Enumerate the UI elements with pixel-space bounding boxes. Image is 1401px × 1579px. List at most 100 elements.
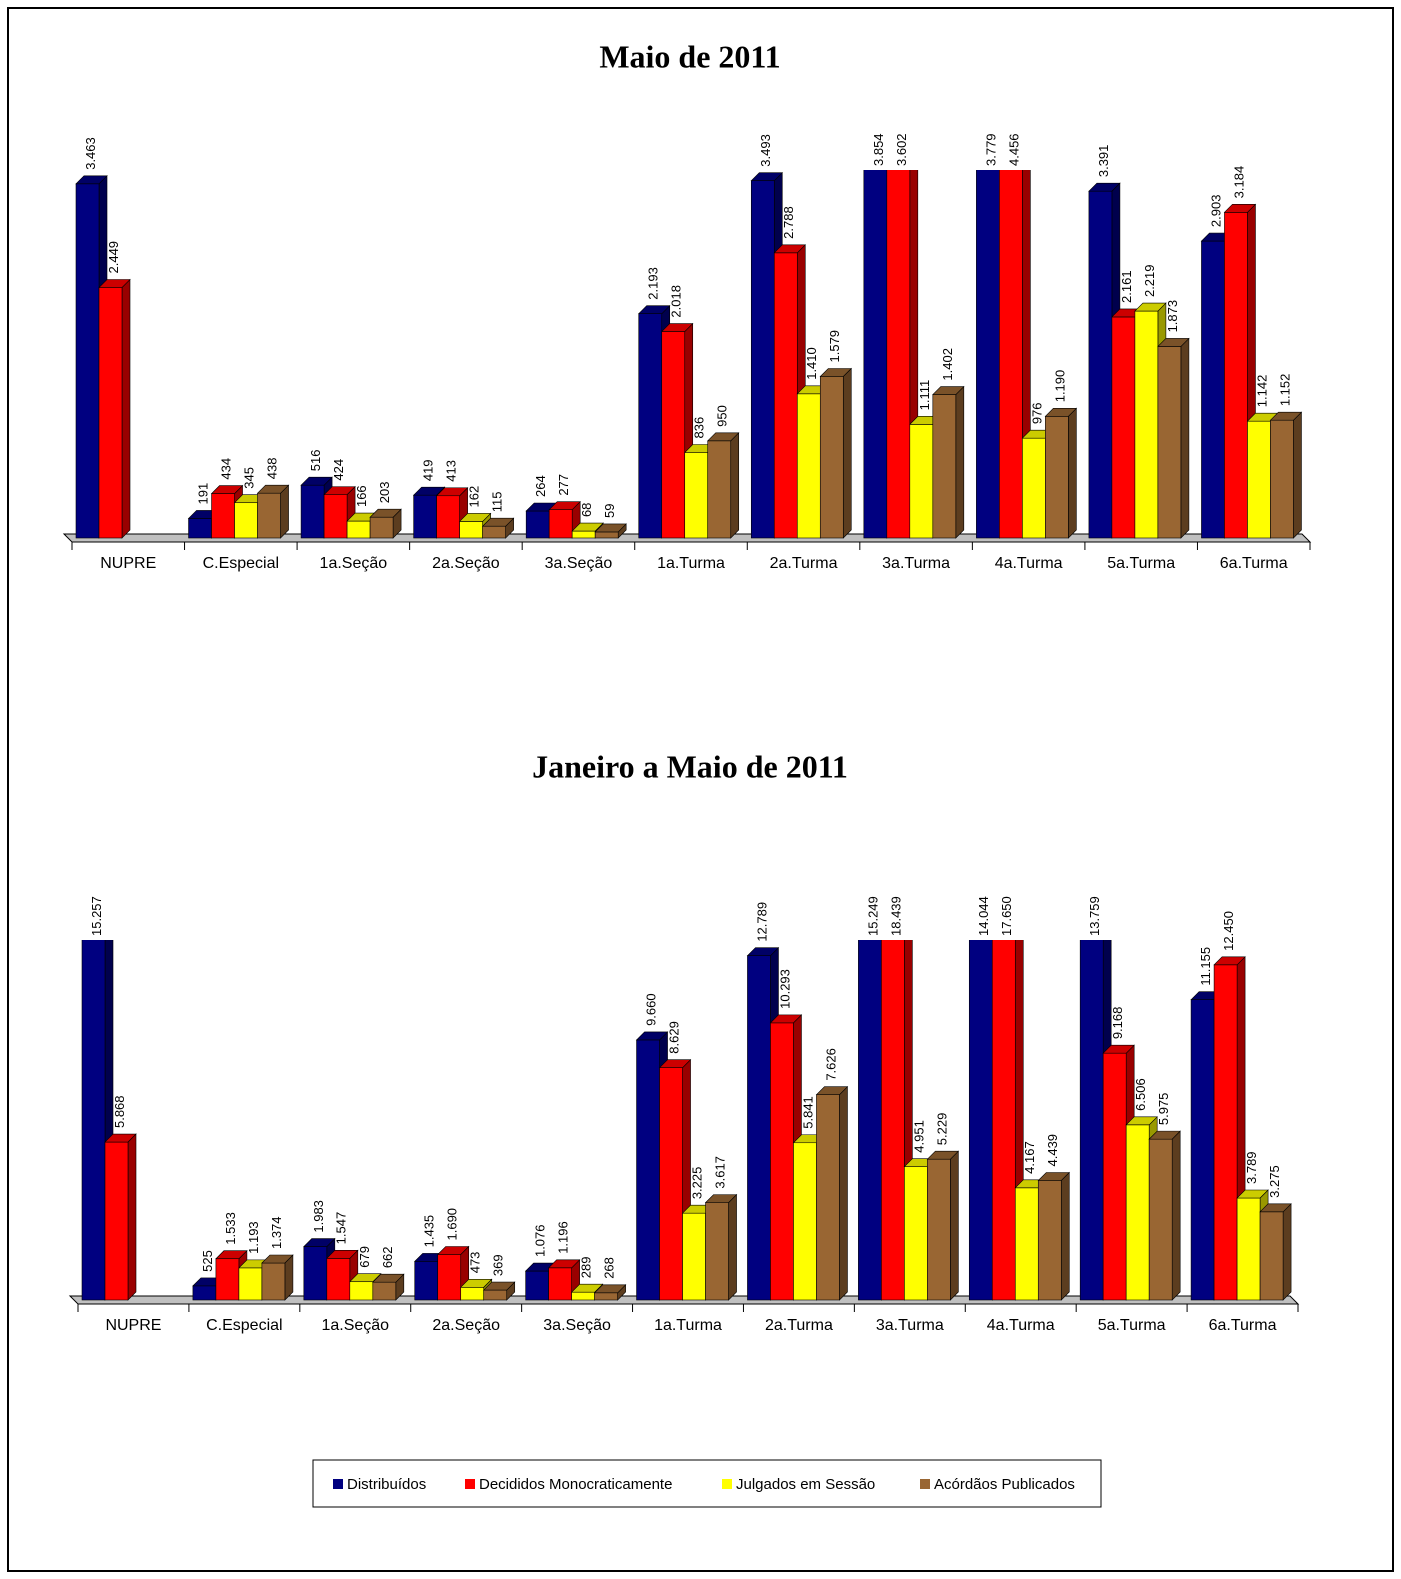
bar-top [746,947,780,956]
bar [1037,1180,1062,1301]
value-label: 3.789 [1244,1151,1259,1184]
value-label: 419 [421,459,436,481]
value-label: 13.759 [1087,896,1102,936]
value-label: 68 [579,503,594,517]
value-label: 3.463 [83,137,98,170]
bar [192,1285,217,1301]
bar [548,1267,572,1301]
value-label: 15.249 [865,896,880,936]
bar [927,1158,951,1301]
bar [346,520,371,539]
bar [238,1267,263,1301]
bar-top [303,1238,336,1247]
bar-side [280,484,289,539]
bar-top [300,476,333,486]
bar-top [593,1284,627,1294]
value-label: 115 [490,492,505,513]
bar-top [349,1273,382,1283]
value-label: 1.193 [246,1221,261,1254]
value-label: 3.779 [983,133,998,166]
bar [483,1289,508,1301]
value-label: 9.660 [643,993,658,1026]
bar [303,1246,328,1301]
value-label: 1.152 [1277,374,1292,407]
value-label: 950 [715,405,730,427]
value-label: 516 [308,450,323,472]
bar [1157,346,1182,539]
bars [81,940,1292,1301]
bar [793,1142,817,1301]
value-label: 369 [491,1254,506,1276]
value-label: 166 [354,485,369,507]
value-label: 4.456 [1006,133,1021,166]
bar-top [412,486,446,496]
bar-top [481,517,515,527]
bar-top [661,323,694,332]
bar [819,376,844,539]
bar [1201,240,1225,539]
value-label: 1.533 [223,1212,238,1245]
bar-top [658,1059,692,1068]
bar-side [1068,407,1077,539]
bar [300,484,325,539]
bar-side [955,385,965,539]
value-label: 1.111 [917,380,932,411]
bar [234,502,258,539]
bar [932,394,957,539]
bar [1236,1197,1261,1301]
value-label: 2.449 [106,241,121,274]
chart-title: Janeiro a Maio de 2011 [532,748,848,784]
bar-top [1213,956,1246,966]
x-tick-label: 4a.Turma [987,1317,1055,1334]
bar [594,531,619,539]
legend-swatch [920,1479,930,1489]
bar [414,1261,439,1301]
bar [323,494,348,539]
value-label: 15.257 [89,896,104,936]
value-label: 14.044 [976,896,991,936]
bar-top [369,508,402,518]
value-label: 11.155 [1198,947,1213,986]
bar [1190,999,1215,1301]
bar-top [372,1273,405,1283]
value-label: 1.374 [269,1216,284,1249]
bar [104,1141,129,1301]
bar [705,1202,729,1301]
bar [796,393,821,539]
bar-top [815,1086,849,1095]
bar-side [1060,1171,1070,1301]
value-label: 2.161 [1119,270,1134,303]
bar [369,516,394,539]
bar-side [842,367,852,539]
value-label: 162 [467,486,482,508]
value-label: 434 [218,458,233,480]
bar-top [256,484,290,494]
bar [999,170,1023,539]
bar-top [638,305,671,314]
value-label: 6.506 [1133,1078,1148,1111]
bar-top [707,432,740,442]
bar [215,1258,240,1301]
x-tick-label: NUPRE [105,1317,161,1334]
value-label: 12.789 [754,902,769,942]
value-label: 191 [195,483,210,505]
bar [1134,310,1159,539]
value-label: 10.293 [777,969,792,1009]
bar [968,940,993,1301]
legend-swatch [333,1479,343,1489]
bar [349,1281,374,1301]
value-label: 2.193 [646,267,661,300]
bar [372,1281,397,1301]
value-label: 2.903 [1208,195,1223,228]
value-label: 525 [200,1250,215,1272]
bar [976,170,1000,539]
bar-top [769,1014,803,1024]
bar [863,170,888,539]
bar-top [435,487,469,497]
bar [707,440,732,539]
bar [525,510,550,539]
bar [659,1067,683,1301]
bar [1079,940,1104,1301]
bar [858,940,882,1301]
bar-side [1293,411,1302,539]
